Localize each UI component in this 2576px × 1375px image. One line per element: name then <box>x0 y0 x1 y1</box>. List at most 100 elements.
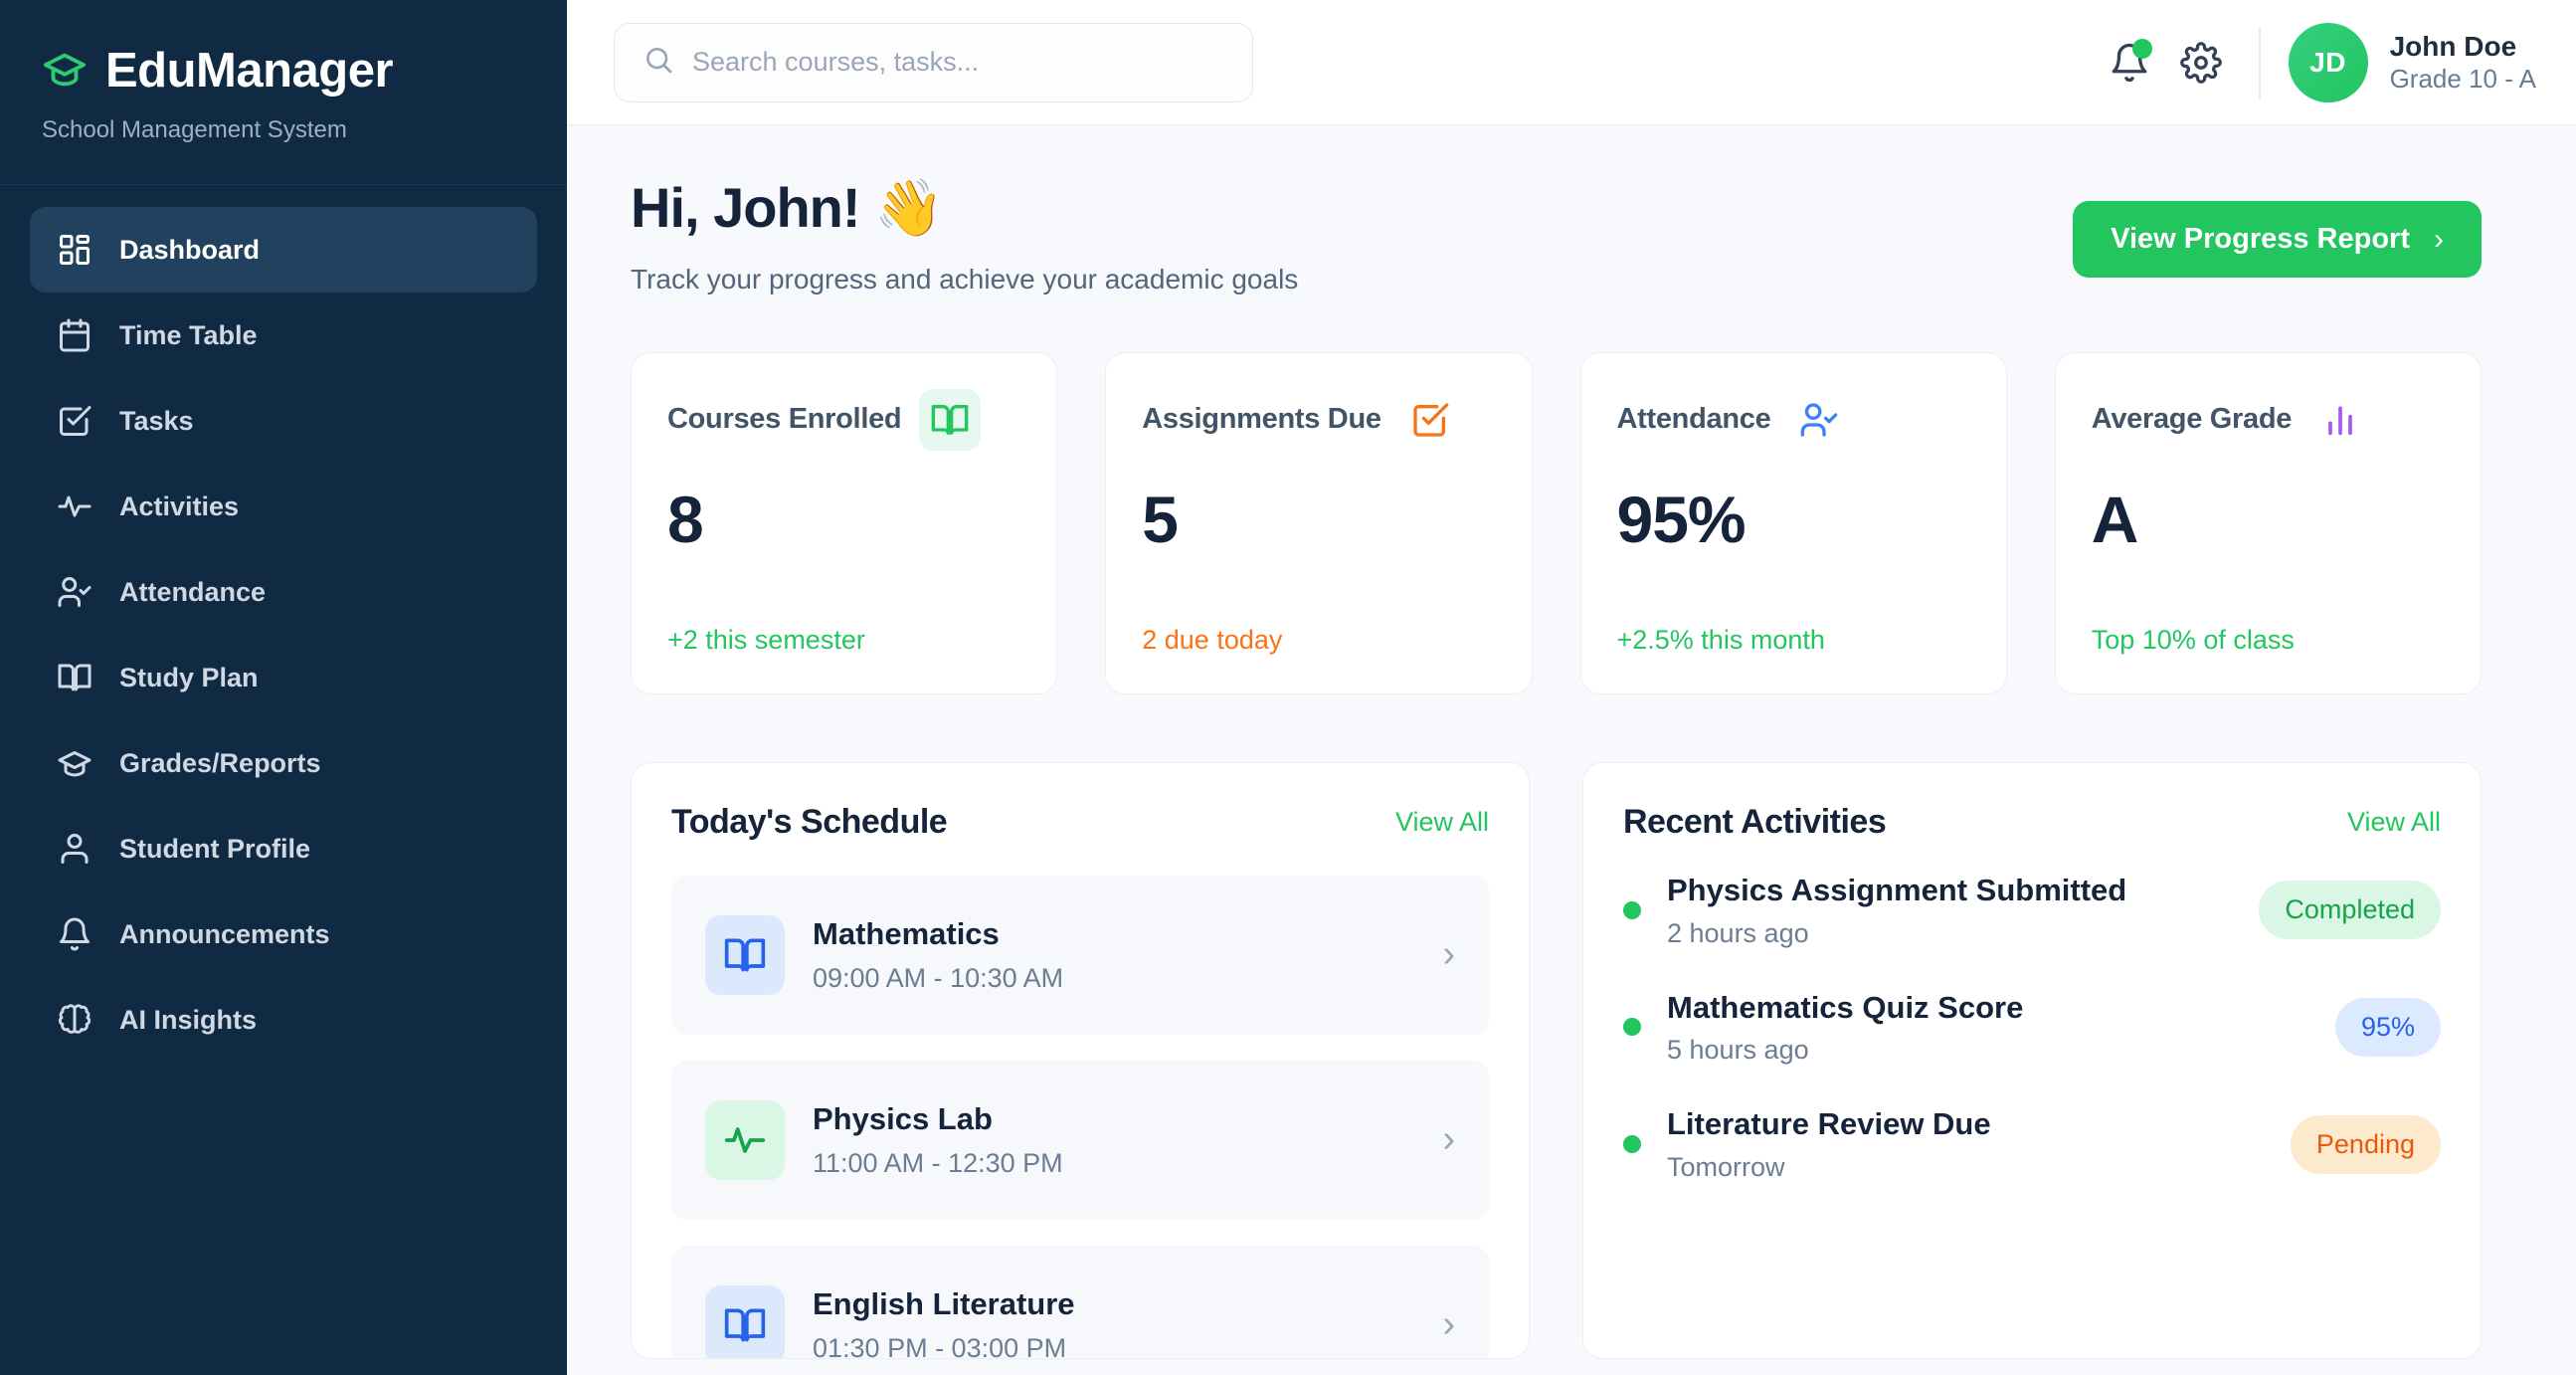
stat-head: Average Grade <box>2092 389 2445 451</box>
stat-delta: +2 this semester <box>667 624 865 655</box>
stat-card-assignments-due[interactable]: Assignments Due 5 2 due today <box>1105 351 1533 694</box>
notification-dot <box>2131 38 2152 59</box>
sidebar-item-announcements[interactable]: Announcements <box>30 891 537 977</box>
schedule-item[interactable]: Physics Lab 11:00 AM - 12:30 PM › <box>671 1060 1489 1220</box>
status-dot-icon <box>1623 1135 1641 1154</box>
sidebar-item-label: Grades/Reports <box>119 747 321 778</box>
sidebar-item-activities[interactable]: Activities <box>30 464 537 549</box>
schedule-view-all-link[interactable]: View All <box>1394 806 1489 837</box>
sidebar-item-attendance[interactable]: Attendance <box>30 549 537 635</box>
book-open-icon <box>705 1284 785 1358</box>
graduation-cap-icon <box>42 46 88 97</box>
dashboard-content: Hi, John! 👋 Track your progress and achi… <box>567 125 2576 1375</box>
sidebar-item-label: AI Insights <box>119 1004 258 1035</box>
stat-label: Courses Enrolled <box>667 403 902 436</box>
chevron-right-icon: › <box>2434 222 2444 256</box>
stat-label: Average Grade <box>2091 403 2293 436</box>
activity-item[interactable]: Literature Review Due Tomorrow Pending <box>1623 1105 2441 1183</box>
activity-name: Physics Assignment Submitted <box>1667 872 2127 907</box>
stat-delta: 2 due today <box>1142 624 1283 655</box>
sidebar-item-grades-reports[interactable]: Grades/Reports <box>30 720 537 806</box>
schedule-item-name: Mathematics <box>813 916 1000 952</box>
sidebar-item-study-plan[interactable]: Study Plan <box>30 635 537 720</box>
search-box[interactable] <box>614 22 1253 102</box>
cta-label: View Progress Report <box>2111 223 2410 255</box>
stat-value: 8 <box>667 482 704 556</box>
brand-title: EduManager <box>105 44 394 98</box>
sidebar-item-dashboard[interactable]: Dashboard <box>30 207 537 293</box>
search-input[interactable] <box>692 47 1224 78</box>
schedule-item-name: Physics Lab <box>813 1101 993 1137</box>
sidebar-item-ai-insights[interactable]: AI Insights <box>30 977 537 1063</box>
sidebar-item-label: Announcements <box>119 918 330 949</box>
schedule-item-text: Mathematics 09:00 AM - 10:30 AM <box>813 915 1063 994</box>
todays-schedule-panel: Today's Schedule View All <box>631 761 1530 1359</box>
status-badge: 95% <box>2334 997 2441 1057</box>
panel-title: Today's Schedule <box>671 802 948 841</box>
stat-cards: Courses Enrolled 8 +2 this semester A <box>631 351 2482 694</box>
sidebar-item-label: Study Plan <box>119 662 259 692</box>
chevron-right-icon: › <box>1442 1118 1455 1161</box>
status-badge: Pending <box>2290 1114 2441 1174</box>
sidebar-item-label: Tasks <box>119 405 194 436</box>
book-open-icon <box>56 659 93 696</box>
sidebar: EduManager School Management System Dash… <box>0 0 567 1375</box>
sidebar-item-time-table[interactable]: Time Table <box>30 293 537 378</box>
settings-button[interactable] <box>2165 27 2237 98</box>
user-icon <box>56 830 93 868</box>
sidebar-item-tasks[interactable]: Tasks <box>30 378 537 464</box>
status-dot-icon <box>1623 900 1641 919</box>
panel-title: Recent Activities <box>1623 802 1887 841</box>
schedule-item[interactable]: English Literature 01:30 PM - 03:00 PM › <box>671 1245 1489 1358</box>
recent-activities-panel: Recent Activities View All Physics Assig… <box>1582 761 2482 1359</box>
top-bar-actions: JD John Doe Grade 10 - A <box>2094 22 2536 102</box>
panel-head: Today's Schedule View All <box>671 803 1489 842</box>
activity-icon <box>705 1099 785 1180</box>
status-badge: Completed <box>2259 881 2441 940</box>
stat-head: Assignments Due <box>1142 389 1495 451</box>
greeting-row: Hi, John! 👋 Track your progress and achi… <box>631 178 2482 295</box>
activity-item[interactable]: Physics Assignment Submitted 2 hours ago… <box>1623 872 2441 949</box>
sidebar-item-student-profile[interactable]: Student Profile <box>30 806 537 891</box>
sidebar-nav: Dashboard Time Table T <box>0 185 567 1063</box>
book-open-icon <box>705 914 785 995</box>
book-open-icon <box>919 388 982 451</box>
bar-chart-icon <box>2309 389 2371 451</box>
check-square-icon <box>56 402 93 440</box>
stat-label: Attendance <box>1616 403 1771 436</box>
schedule-item[interactable]: Mathematics 09:00 AM - 10:30 AM › <box>671 875 1489 1035</box>
grid-icon <box>56 231 93 269</box>
activity-item-text: Mathematics Quiz Score 5 hours ago <box>1667 989 2023 1067</box>
schedule-item-text: English Literature 01:30 PM - 03:00 PM <box>813 1285 1075 1357</box>
stat-delta: Top 10% of class <box>2091 624 2295 655</box>
sidebar-item-label: Activities <box>119 491 240 521</box>
stat-head: Courses Enrolled <box>667 388 1020 451</box>
activities-list: Physics Assignment Submitted 2 hours ago… <box>1623 872 2441 1183</box>
brain-icon <box>56 1001 93 1039</box>
top-bar: JD John Doe Grade 10 - A <box>567 0 2576 125</box>
stat-card-courses-enrolled[interactable]: Courses Enrolled 8 +2 this semester <box>631 351 1058 694</box>
stat-delta: +2.5% this month <box>1616 624 1825 655</box>
stat-card-attendance[interactable]: Attendance 95% +2.5% this month <box>1579 351 2007 694</box>
stat-head: Attendance <box>1617 389 1970 451</box>
notifications-button[interactable] <box>2094 27 2165 98</box>
user-name: John Doe <box>2389 30 2517 62</box>
view-progress-report-button[interactable]: View Progress Report › <box>2073 201 2482 278</box>
sidebar-item-label: Student Profile <box>119 833 311 864</box>
user-menu[interactable]: JD John Doe Grade 10 - A <box>2288 22 2536 102</box>
brand-tagline: School Management System <box>42 116 347 143</box>
activity-item[interactable]: Mathematics Quiz Score 5 hours ago 95% <box>1623 989 2441 1067</box>
bell-icon <box>56 915 93 953</box>
stat-value: 5 <box>1142 482 1179 556</box>
stat-card-average-grade[interactable]: Average Grade A Top 10% of class <box>2054 351 2482 694</box>
activity-icon <box>56 488 93 525</box>
graduation-cap-icon <box>56 744 93 782</box>
activities-view-all-link[interactable]: View All <box>2346 806 2441 837</box>
brand-row[interactable]: EduManager <box>42 46 525 97</box>
sidebar-item-label: Time Table <box>119 319 258 350</box>
activity-item-text: Physics Assignment Submitted 2 hours ago <box>1667 872 2126 949</box>
avatar: JD <box>2288 22 2368 102</box>
schedule-item-text: Physics Lab 11:00 AM - 12:30 PM <box>813 1100 1063 1179</box>
schedule-item-time: 11:00 AM - 12:30 PM <box>813 1148 1063 1179</box>
